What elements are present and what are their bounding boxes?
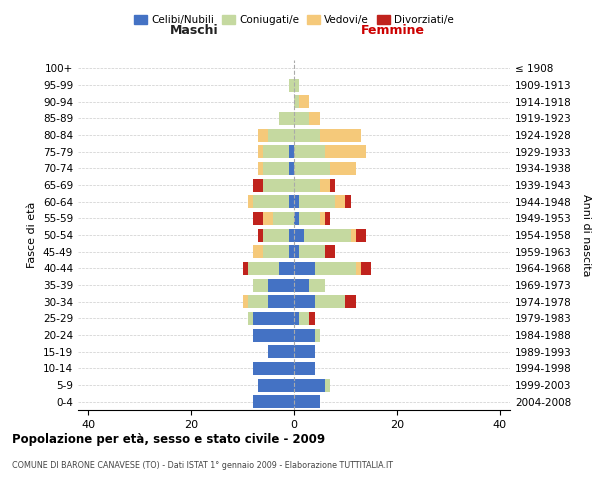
Bar: [263, 162, 289, 175]
Bar: [263, 228, 289, 241]
Bar: [294, 245, 299, 258]
Bar: [253, 278, 268, 291]
Bar: [294, 78, 299, 92]
Bar: [294, 262, 314, 275]
Text: Popolazione per età, sesso e stato civile - 2009: Popolazione per età, sesso e stato civil…: [12, 432, 325, 446]
Bar: [294, 295, 314, 308]
Bar: [325, 378, 330, 392]
Bar: [258, 145, 263, 158]
Bar: [268, 345, 294, 358]
Bar: [289, 145, 294, 158]
Bar: [289, 162, 294, 175]
Bar: [253, 328, 294, 342]
Bar: [314, 295, 346, 308]
Bar: [248, 195, 253, 208]
Bar: [330, 162, 356, 175]
Bar: [253, 362, 294, 375]
Bar: [242, 262, 248, 275]
Bar: [294, 112, 310, 125]
Bar: [294, 178, 320, 192]
Text: Femmine: Femmine: [361, 24, 425, 38]
Bar: [325, 212, 330, 225]
Bar: [320, 128, 361, 141]
Bar: [320, 212, 325, 225]
Bar: [263, 178, 294, 192]
Bar: [350, 228, 356, 241]
Bar: [356, 228, 366, 241]
Bar: [299, 245, 325, 258]
Bar: [263, 145, 289, 158]
Bar: [274, 212, 294, 225]
Bar: [294, 278, 310, 291]
Bar: [242, 295, 248, 308]
Bar: [325, 245, 335, 258]
Text: COMUNE DI BARONE CANAVESE (TO) - Dati ISTAT 1° gennaio 2009 - Elaborazione TUTTI: COMUNE DI BARONE CANAVESE (TO) - Dati IS…: [12, 461, 393, 470]
Y-axis label: Fasce di età: Fasce di età: [28, 202, 37, 268]
Bar: [253, 195, 289, 208]
Bar: [294, 95, 299, 108]
Bar: [299, 95, 310, 108]
Bar: [253, 178, 263, 192]
Bar: [335, 195, 346, 208]
Bar: [263, 245, 289, 258]
Bar: [294, 345, 314, 358]
Bar: [294, 228, 304, 241]
Legend: Celibi/Nubili, Coniugati/e, Vedovi/e, Divorziati/e: Celibi/Nubili, Coniugati/e, Vedovi/e, Di…: [130, 11, 458, 30]
Bar: [346, 195, 350, 208]
Bar: [268, 128, 294, 141]
Bar: [330, 178, 335, 192]
Bar: [258, 128, 268, 141]
Bar: [258, 378, 294, 392]
Bar: [258, 228, 263, 241]
Bar: [299, 312, 310, 325]
Bar: [294, 312, 299, 325]
Bar: [268, 278, 294, 291]
Bar: [278, 262, 294, 275]
Bar: [294, 145, 325, 158]
Bar: [294, 378, 325, 392]
Text: Maschi: Maschi: [170, 24, 219, 38]
Bar: [356, 262, 361, 275]
Bar: [253, 212, 263, 225]
Bar: [294, 128, 320, 141]
Bar: [289, 195, 294, 208]
Bar: [253, 395, 294, 408]
Bar: [304, 228, 350, 241]
Bar: [289, 228, 294, 241]
Bar: [248, 312, 253, 325]
Bar: [289, 78, 294, 92]
Bar: [314, 328, 320, 342]
Bar: [325, 145, 366, 158]
Bar: [346, 295, 356, 308]
Bar: [253, 312, 294, 325]
Bar: [294, 362, 314, 375]
Bar: [294, 395, 320, 408]
Bar: [294, 162, 330, 175]
Bar: [310, 112, 320, 125]
Bar: [299, 195, 335, 208]
Bar: [294, 212, 299, 225]
Bar: [278, 112, 294, 125]
Bar: [294, 195, 299, 208]
Bar: [263, 212, 274, 225]
Bar: [310, 278, 325, 291]
Bar: [294, 328, 314, 342]
Bar: [310, 312, 314, 325]
Bar: [299, 212, 320, 225]
Bar: [248, 295, 268, 308]
Bar: [320, 178, 330, 192]
Bar: [258, 162, 263, 175]
Bar: [248, 262, 278, 275]
Bar: [268, 295, 294, 308]
Bar: [253, 245, 263, 258]
Bar: [314, 262, 356, 275]
Y-axis label: Anni di nascita: Anni di nascita: [581, 194, 591, 276]
Bar: [289, 245, 294, 258]
Bar: [361, 262, 371, 275]
